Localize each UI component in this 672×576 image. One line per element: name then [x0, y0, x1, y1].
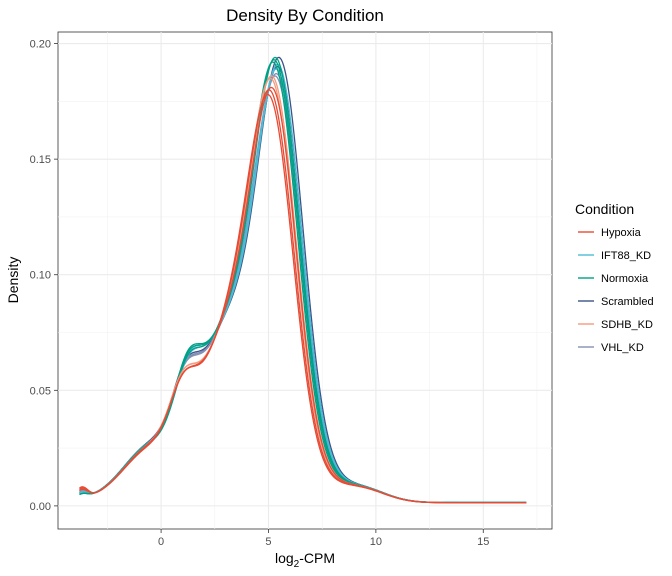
- density-lines: [79, 56, 527, 504]
- grid-minor: [58, 32, 552, 529]
- y-tick-label: 0.00: [30, 501, 51, 513]
- x-tick-label: 5: [265, 536, 271, 548]
- x-axis-title-subscript: 2: [294, 559, 300, 570]
- x-axis-title: log2-CPM: [275, 550, 335, 570]
- x-axis: 0 5 10 15: [158, 529, 489, 548]
- legend-label: IFT88_KD: [601, 250, 651, 262]
- chart-title: Density By Condition: [226, 6, 384, 25]
- legend-label: SDHB_KD: [601, 319, 653, 331]
- legend-item-scrambled: Scrambled: [578, 296, 654, 308]
- y-tick-label: 0.05: [30, 385, 51, 397]
- y-tick-label: 0.20: [30, 39, 51, 51]
- y-tick-label: 0.15: [30, 154, 51, 166]
- legend-label: Normoxia: [601, 273, 649, 285]
- legend-label: Scrambled: [601, 296, 654, 308]
- grid-major: [58, 32, 552, 529]
- density-line-hypoxia-3: [79, 93, 527, 504]
- x-axis-title-suffix: -CPM: [299, 550, 335, 566]
- y-axis-title: Density: [5, 257, 21, 304]
- legend-item-vhl-kd: VHL_KD: [578, 342, 644, 354]
- x-tick-label: 0: [158, 536, 164, 548]
- legend-title: Condition: [575, 201, 634, 217]
- legend-items: Hypoxia IFT88_KD Normoxia Scrambled SDHB_KD V…: [578, 227, 654, 354]
- legend: Condition Hypoxia IFT88_KD Normoxia Scrambl…: [575, 201, 654, 354]
- legend-label: Hypoxia: [601, 227, 642, 239]
- legend-item-normoxia: Normoxia: [578, 273, 649, 285]
- x-tick-label: 15: [477, 536, 489, 548]
- y-axis: 0.00 0.05 0.10 0.15 0.20: [30, 39, 58, 513]
- legend-item-sdhb-kd: SDHB_KD: [578, 319, 653, 331]
- legend-item-ift88-kd: IFT88_KD: [578, 250, 651, 262]
- legend-item-hypoxia: Hypoxia: [578, 227, 642, 239]
- x-axis-title-main: log: [275, 550, 294, 566]
- y-tick-label: 0.10: [30, 270, 51, 282]
- x-tick-label: 10: [370, 536, 382, 548]
- legend-label: VHL_KD: [601, 342, 644, 354]
